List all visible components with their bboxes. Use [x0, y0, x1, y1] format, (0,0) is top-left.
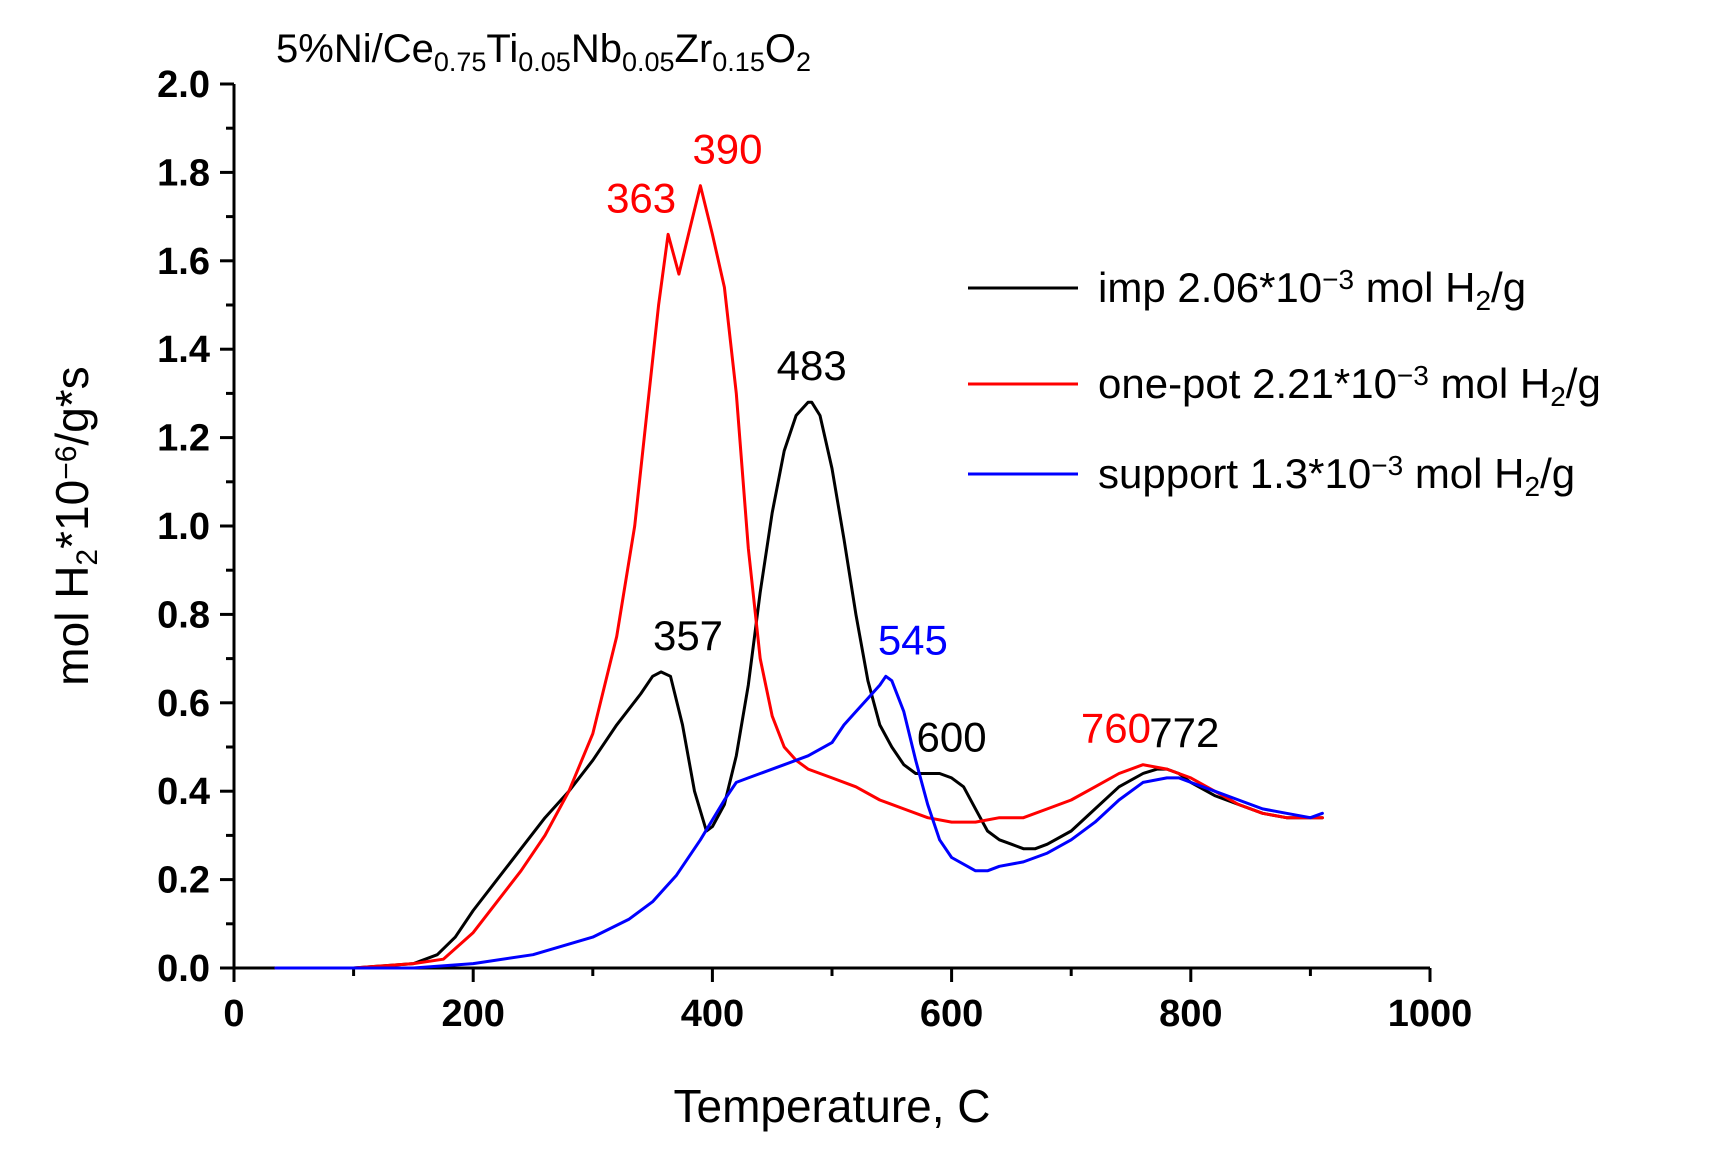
legend-label-one-pot: one-pot 2.21*10−3 mol H2/g	[1098, 360, 1601, 412]
peak-label-483: 483	[777, 342, 847, 389]
y-tick-label: 0.2	[157, 860, 210, 902]
series-group	[274, 184, 1324, 970]
legend-sup: −3	[1322, 264, 1354, 295]
chart-title-sub: 2	[796, 47, 811, 77]
peak-label-600: 600	[917, 714, 987, 761]
legend-sub: 2	[1525, 471, 1541, 502]
chart-title: 5%Ni/Ce0.75Ti0.05Nb0.05Zr0.15O2	[276, 27, 811, 77]
peak-label-760: 760	[1081, 705, 1151, 752]
chart-title-group: 5%Ni/Ce0.75Ti0.05Nb0.05Zr0.15O2	[276, 27, 811, 77]
y-tick-label: 0.4	[157, 771, 210, 813]
x-tick-label: 600	[920, 993, 983, 1035]
series-line-imp	[274, 400, 1324, 970]
peak-label-390: 390	[692, 126, 762, 173]
axes-group: 0 200 400 600 800 1000 0.0 0.2 0.4 0.6 0.8 1.0 1.2 1.…	[46, 64, 1472, 1132]
legend-sup: −3	[1397, 360, 1429, 391]
x-tick-label: 800	[1159, 993, 1222, 1035]
legend-text: /g	[1540, 450, 1575, 497]
legend-text: one-pot 2.21*10	[1098, 360, 1397, 407]
peak-label-772: 772	[1149, 709, 1219, 756]
x-tick-label: 1000	[1388, 993, 1473, 1035]
y-tick-label: 1.4	[157, 329, 210, 371]
y-tick-label: 0.0	[157, 948, 210, 990]
legend-label-imp: imp 2.06*10−3 mol H2/g	[1098, 264, 1526, 316]
legend-label-support: support 1.3*10−3 mol H2/g	[1098, 450, 1575, 502]
legend-text: mol H	[1429, 360, 1550, 407]
peak-label-545: 545	[878, 616, 948, 663]
series-line-support	[274, 674, 1324, 970]
y-tick-label: 0.6	[157, 683, 210, 725]
y-tick-label: 2.0	[157, 64, 210, 106]
y-tick-label: 1.8	[157, 152, 210, 194]
y-tick-label: 1.2	[157, 418, 210, 460]
peak-label-363: 363	[606, 174, 676, 221]
series-line-one-pot	[274, 184, 1324, 970]
x-axis-title: Temperature, C	[673, 1080, 990, 1132]
peak-label-357: 357	[653, 612, 723, 659]
legend-text: support 1.3*10	[1098, 450, 1371, 497]
y-tick-label: 0.8	[157, 594, 210, 636]
y-axis-title: mol H2*10−6/g*s	[46, 366, 104, 685]
chart-title-sub: 0.05	[518, 47, 571, 77]
y-tick-label: 1.0	[157, 506, 210, 548]
y-tick-label: 1.6	[157, 241, 210, 283]
chart-title-part: 5%Ni/Ce	[276, 27, 434, 71]
x-tick-label: 200	[441, 993, 504, 1035]
y-axis-title-part: *10	[46, 480, 98, 549]
legend-sub: 2	[1550, 381, 1566, 412]
legend-sup: −3	[1371, 450, 1403, 481]
x-tick-label: 0	[223, 993, 244, 1035]
y-axis-title-sub: 2	[71, 549, 104, 566]
chart-title-part: O	[765, 27, 796, 71]
chart-title-part: Nb	[571, 27, 622, 71]
y-axis-title-part: mol H	[46, 566, 98, 686]
legend-text: /g	[1566, 360, 1601, 407]
chart-title-part: Ti	[486, 27, 518, 71]
y-axis-title-sup: −6	[50, 446, 83, 480]
legend-sub: 2	[1475, 285, 1491, 316]
legend-text: imp 2.06*10	[1098, 264, 1322, 311]
y-axis-title-part: /g*s	[46, 366, 98, 445]
legend-text: mol H	[1354, 264, 1475, 311]
legend-text: mol H	[1403, 450, 1524, 497]
legend-text: /g	[1491, 264, 1526, 311]
chart-title-sub: 0.05	[622, 47, 675, 77]
chart-title-sub: 0.75	[434, 47, 487, 77]
chart-title-part: Zr	[675, 27, 713, 71]
chart-title-sub: 0.15	[712, 47, 765, 77]
x-tick-label: 400	[681, 993, 744, 1035]
